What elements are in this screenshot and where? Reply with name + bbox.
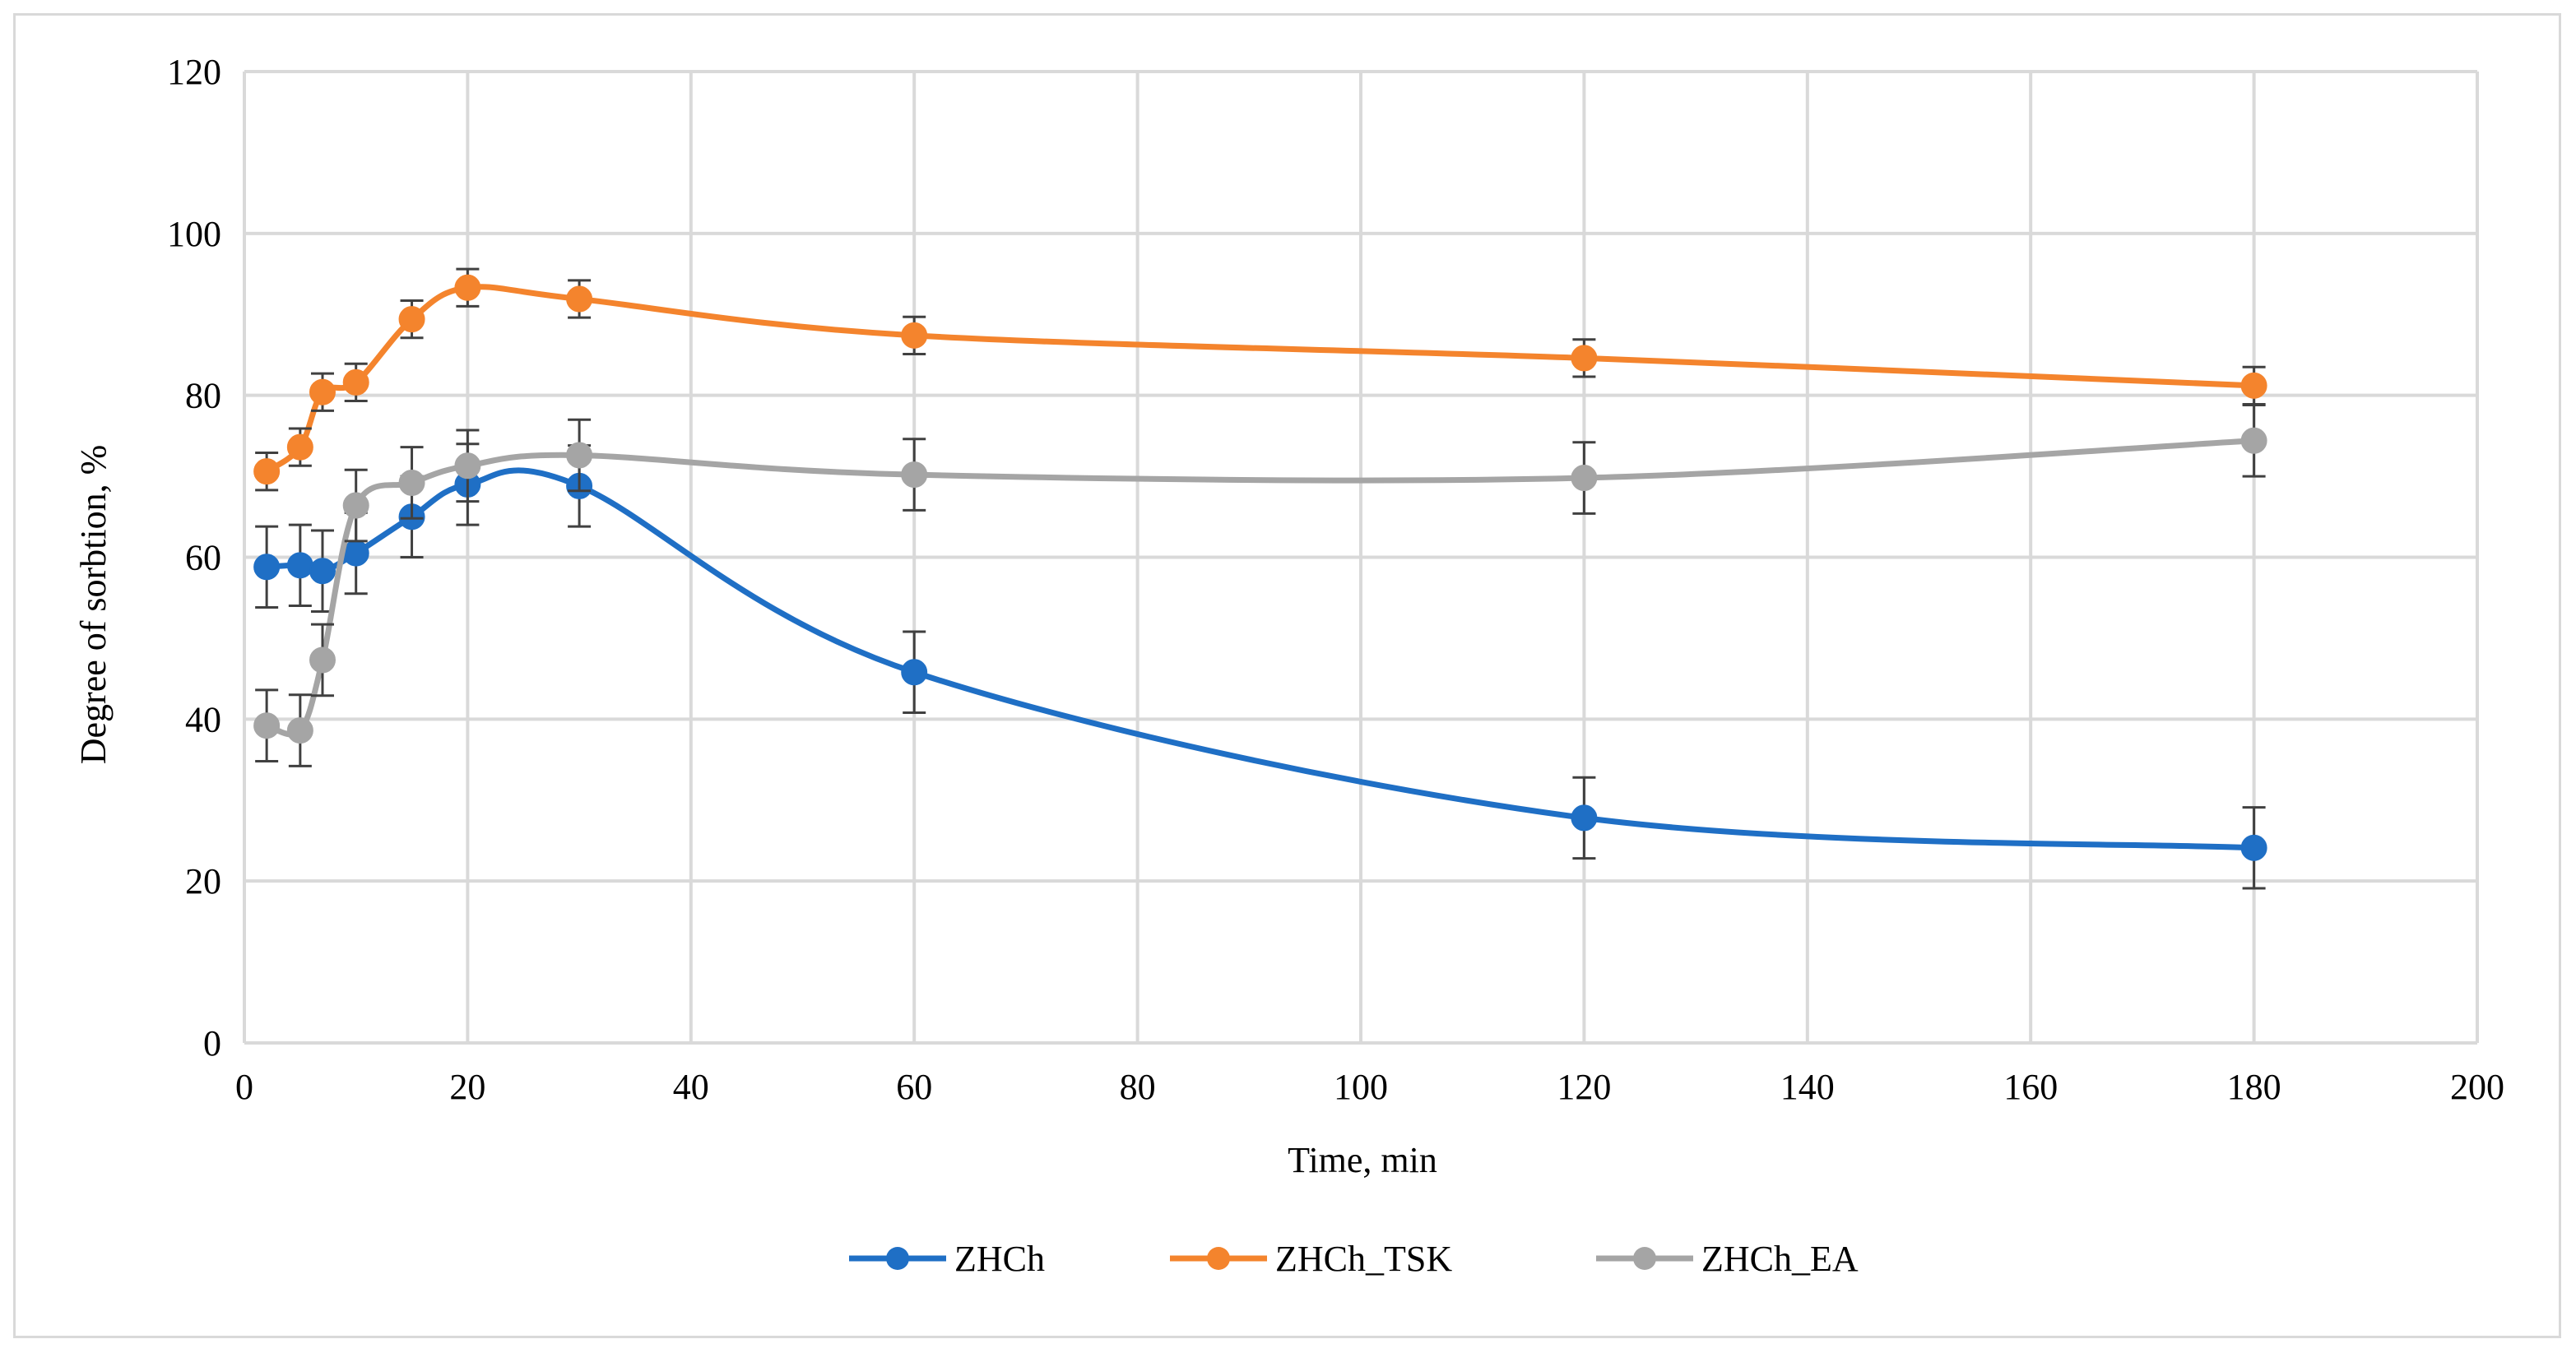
data-point — [901, 461, 928, 489]
x-tick-label: 200 — [2450, 1067, 2504, 1107]
data-point — [398, 306, 425, 333]
legend-item-zhch-tsk: ZHCh_TSK — [1170, 1239, 1452, 1279]
legend-label: ZHCh — [954, 1239, 1045, 1279]
legend-item-zhch-ea: ZHCh_EA — [1596, 1239, 1859, 1279]
legend: ZHCh ZHCh_TSK ZHCh_EA — [849, 1239, 1859, 1279]
data-series — [253, 267, 2267, 890]
series-line — [265, 284, 2254, 475]
x-tick-label: 40 — [673, 1067, 709, 1107]
x-tick-label: 0 — [235, 1067, 253, 1107]
y-tick-label: 0 — [203, 1023, 221, 1063]
data-point — [309, 378, 336, 405]
data-point — [566, 442, 593, 469]
data-point — [454, 452, 481, 480]
data-point — [2240, 834, 2267, 861]
data-point — [286, 717, 313, 744]
data-point — [253, 554, 281, 581]
series-line — [266, 467, 2254, 851]
data-point — [342, 368, 369, 396]
data-point — [2240, 427, 2267, 454]
x-tick-label: 180 — [2227, 1067, 2281, 1107]
legend-label: ZHCh_TSK — [1275, 1239, 1452, 1279]
y-tick-label: 100 — [167, 214, 221, 254]
data-point — [398, 469, 425, 496]
chart-frame — [13, 13, 2561, 1338]
data-point — [286, 552, 313, 579]
gridlines — [243, 70, 2479, 1045]
data-point — [309, 558, 336, 585]
data-point — [1571, 345, 1598, 372]
data-point — [566, 285, 593, 313]
data-point — [342, 492, 369, 519]
data-point — [1571, 804, 1598, 832]
data-point — [309, 646, 336, 674]
data-point — [901, 659, 928, 686]
legend-swatch-marker — [1207, 1247, 1230, 1270]
data-point — [253, 458, 281, 485]
data-point — [901, 322, 928, 349]
data-point — [454, 274, 481, 301]
x-tick-label: 140 — [1780, 1067, 1835, 1107]
data-point — [1571, 465, 1598, 492]
y-tick-label: 20 — [185, 861, 221, 901]
x-tick-label: 120 — [1557, 1067, 1611, 1107]
series-line — [266, 438, 2254, 738]
y-tick-label: 40 — [185, 699, 221, 739]
x-axis-tick-labels: 0 20 40 60 80 100 120 140 160 180 200 — [235, 1067, 2504, 1107]
y-axis-label: Degree of sorbtion, % — [73, 445, 114, 765]
legend-item-zhch: ZHCh — [849, 1239, 1045, 1279]
x-tick-label: 160 — [2003, 1067, 2058, 1107]
series-zhch — [253, 443, 2267, 890]
data-point — [2240, 372, 2267, 399]
series-zhch-tsk — [253, 267, 2267, 492]
y-tick-label: 60 — [185, 538, 221, 578]
x-tick-label: 80 — [1120, 1067, 1156, 1107]
data-point — [342, 540, 369, 567]
y-axis-tick-labels: 0 20 40 60 80 100 120 — [167, 52, 221, 1063]
legend-label: ZHCh_EA — [1701, 1239, 1859, 1279]
y-tick-label: 80 — [185, 376, 221, 416]
x-tick-label: 100 — [1334, 1067, 1388, 1107]
y-tick-label: 120 — [167, 52, 221, 92]
x-tick-label: 60 — [896, 1067, 932, 1107]
legend-swatch-marker — [1633, 1247, 1656, 1270]
legend-swatch-marker — [886, 1247, 909, 1270]
series-zhch-ea — [253, 403, 2267, 767]
x-axis-label: Time, min — [1288, 1140, 1437, 1180]
data-point — [286, 433, 313, 461]
data-point — [253, 712, 281, 739]
x-tick-label: 20 — [449, 1067, 485, 1107]
